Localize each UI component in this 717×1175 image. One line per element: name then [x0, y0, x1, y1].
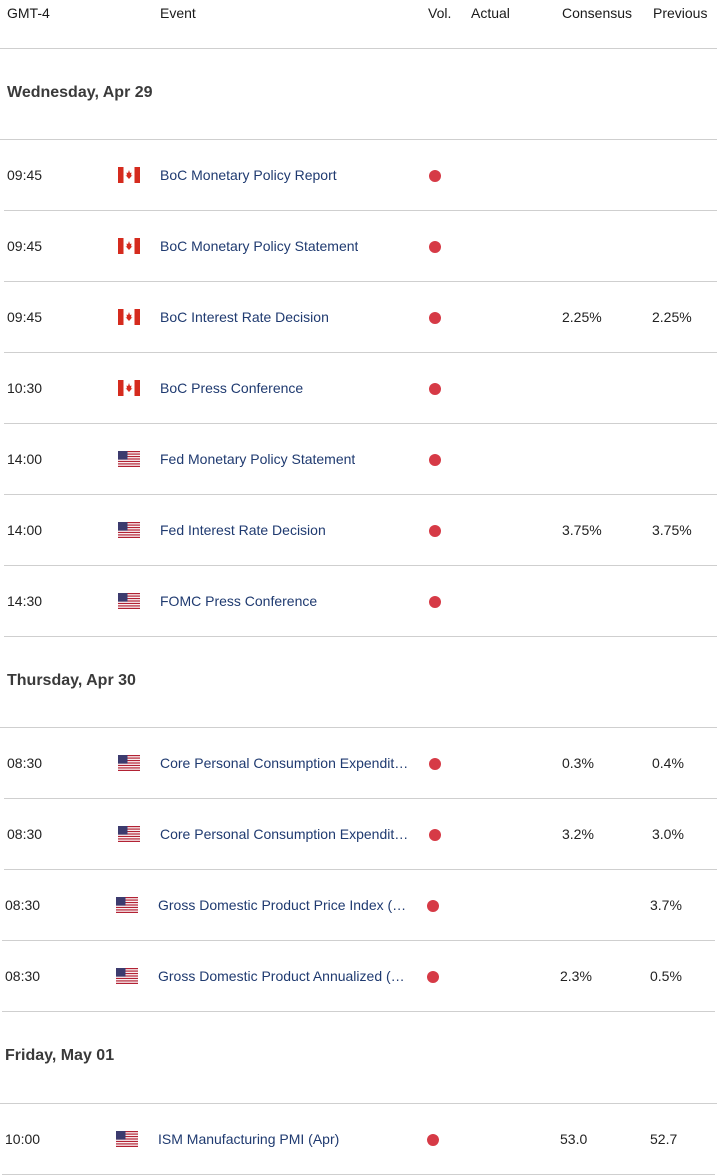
- day-title: Wednesday, Apr 29: [7, 84, 153, 101]
- event-time: 14:00: [7, 522, 43, 538]
- event-consensus: 3.75%: [562, 522, 602, 538]
- event-time: 08:30: [5, 968, 41, 984]
- us-flag-icon: [116, 1131, 138, 1147]
- event-row[interactable]: 08:30 Core Personal Consumption Expendit……: [4, 728, 717, 799]
- event-name-link[interactable]: ISM Manufacturing PMI (Apr): [158, 1131, 340, 1147]
- event-consensus: 2.25%: [562, 309, 602, 325]
- event-time: 14:00: [7, 451, 43, 467]
- canada-flag-icon: [118, 309, 140, 325]
- us-flag-icon: [118, 522, 140, 538]
- event-consensus: 53.0: [560, 1131, 588, 1147]
- event-name-link[interactable]: BoC Monetary Policy Report: [160, 167, 337, 183]
- event-name-link[interactable]: BoC Monetary Policy Statement: [160, 238, 359, 254]
- previous-header: Previous: [653, 5, 708, 21]
- event-row[interactable]: 14:00 Fed Monetary Policy Statement: [4, 424, 717, 495]
- day-section: [0, 1012, 717, 1104]
- high-volatility-icon: [427, 900, 439, 912]
- event-time: 08:30: [7, 826, 43, 842]
- us-flag-icon: [116, 897, 138, 913]
- high-volatility-icon: [427, 971, 439, 983]
- canada-flag-icon: [118, 380, 140, 396]
- event-previous: 0.5%: [650, 968, 682, 984]
- day-title: Friday, May 01: [5, 1047, 115, 1064]
- event-row[interactable]: 10:00 ISM Manufacturing PMI (Apr) 53.0 52.7: [2, 1104, 715, 1175]
- high-volatility-icon: [427, 1134, 439, 1146]
- event-time: 10:30: [7, 380, 43, 396]
- event-name-link[interactable]: Core Personal Consumption Expendit…: [160, 826, 409, 842]
- us-flag-icon: [118, 593, 140, 609]
- event-time: 09:45: [7, 238, 43, 254]
- event-row[interactable]: 14:00 Fed Interest Rate Decision 3.75% 3.75…: [4, 495, 717, 566]
- table-header: GMT-4 Event Vol. Actual Consensus Previo…: [0, 0, 717, 49]
- canada-flag-icon: [118, 167, 140, 183]
- event-name-link[interactable]: FOMC Press Conference: [160, 593, 318, 609]
- event-name-link[interactable]: Fed Monetary Policy Statement: [160, 451, 356, 467]
- vol-header: Vol.: [428, 5, 452, 21]
- event-name-link[interactable]: Fed Interest Rate Decision: [160, 522, 326, 538]
- event-name-link[interactable]: BoC Interest Rate Decision: [160, 309, 329, 325]
- timezone-header[interactable]: GMT-4: [7, 5, 50, 21]
- event-time: 09:45: [7, 167, 43, 183]
- us-flag-icon: [118, 755, 140, 771]
- event-time: 08:30: [7, 755, 43, 771]
- consensus-header: Consensus: [562, 5, 633, 21]
- event-header: Event: [160, 5, 196, 21]
- event-consensus: 2.3%: [560, 968, 592, 984]
- us-flag-icon: [118, 451, 140, 467]
- canada-flag-icon: [118, 238, 140, 254]
- us-flag-icon: [116, 968, 138, 984]
- high-volatility-icon: [429, 596, 441, 608]
- high-volatility-icon: [429, 312, 441, 324]
- event-row[interactable]: 09:45 BoC Monetary Policy Report: [4, 140, 717, 211]
- high-volatility-icon: [429, 170, 441, 182]
- event-row[interactable]: 08:30 Core Personal Consumption Expendit……: [4, 799, 717, 870]
- high-volatility-icon: [429, 829, 441, 841]
- event-time: 09:45: [7, 309, 43, 325]
- event-time: 08:30: [5, 897, 41, 913]
- event-name-link[interactable]: Gross Domestic Product Annualized (…: [158, 968, 405, 984]
- event-previous: 3.75%: [652, 522, 692, 538]
- us-flag-icon: [118, 826, 140, 842]
- event-previous: 52.7: [650, 1131, 678, 1147]
- event-consensus: 3.2%: [562, 826, 594, 842]
- event-row[interactable]: 14:30 FOMC Press Conference: [4, 566, 717, 637]
- event-row[interactable]: 08:30 Gross Domestic Product Annualized (…: [2, 941, 715, 1012]
- event-row[interactable]: 09:45 BoC Interest Rate Decision 2.25% 2.25…: [4, 282, 717, 353]
- event-previous: 3.7%: [650, 897, 682, 913]
- event-consensus: 0.3%: [562, 755, 594, 771]
- high-volatility-icon: [429, 758, 441, 770]
- event-name-link[interactable]: BoC Press Conference: [160, 380, 304, 396]
- high-volatility-icon: [429, 454, 441, 466]
- event-previous: 3.0%: [652, 826, 684, 842]
- event-name-link[interactable]: Core Personal Consumption Expendit…: [160, 755, 409, 771]
- day-title: Thursday, Apr 30: [7, 672, 136, 689]
- high-volatility-icon: [429, 525, 441, 537]
- event-row[interactable]: 09:45 BoC Monetary Policy Statement: [4, 211, 717, 282]
- day-section: [0, 636, 717, 728]
- day-section: [0, 48, 717, 140]
- event-previous: 2.25%: [652, 309, 692, 325]
- event-time: 14:30: [7, 593, 43, 609]
- high-volatility-icon: [429, 383, 441, 395]
- event-row[interactable]: 10:30 BoC Press Conference: [4, 353, 717, 424]
- high-volatility-icon: [429, 241, 441, 253]
- event-time: 10:00: [5, 1131, 41, 1147]
- actual-header: Actual: [471, 5, 510, 21]
- event-name-link[interactable]: Gross Domestic Product Price Index (…: [158, 897, 407, 913]
- event-previous: 0.4%: [652, 755, 684, 771]
- event-row[interactable]: 08:30 Gross Domestic Product Price Index …: [2, 870, 715, 941]
